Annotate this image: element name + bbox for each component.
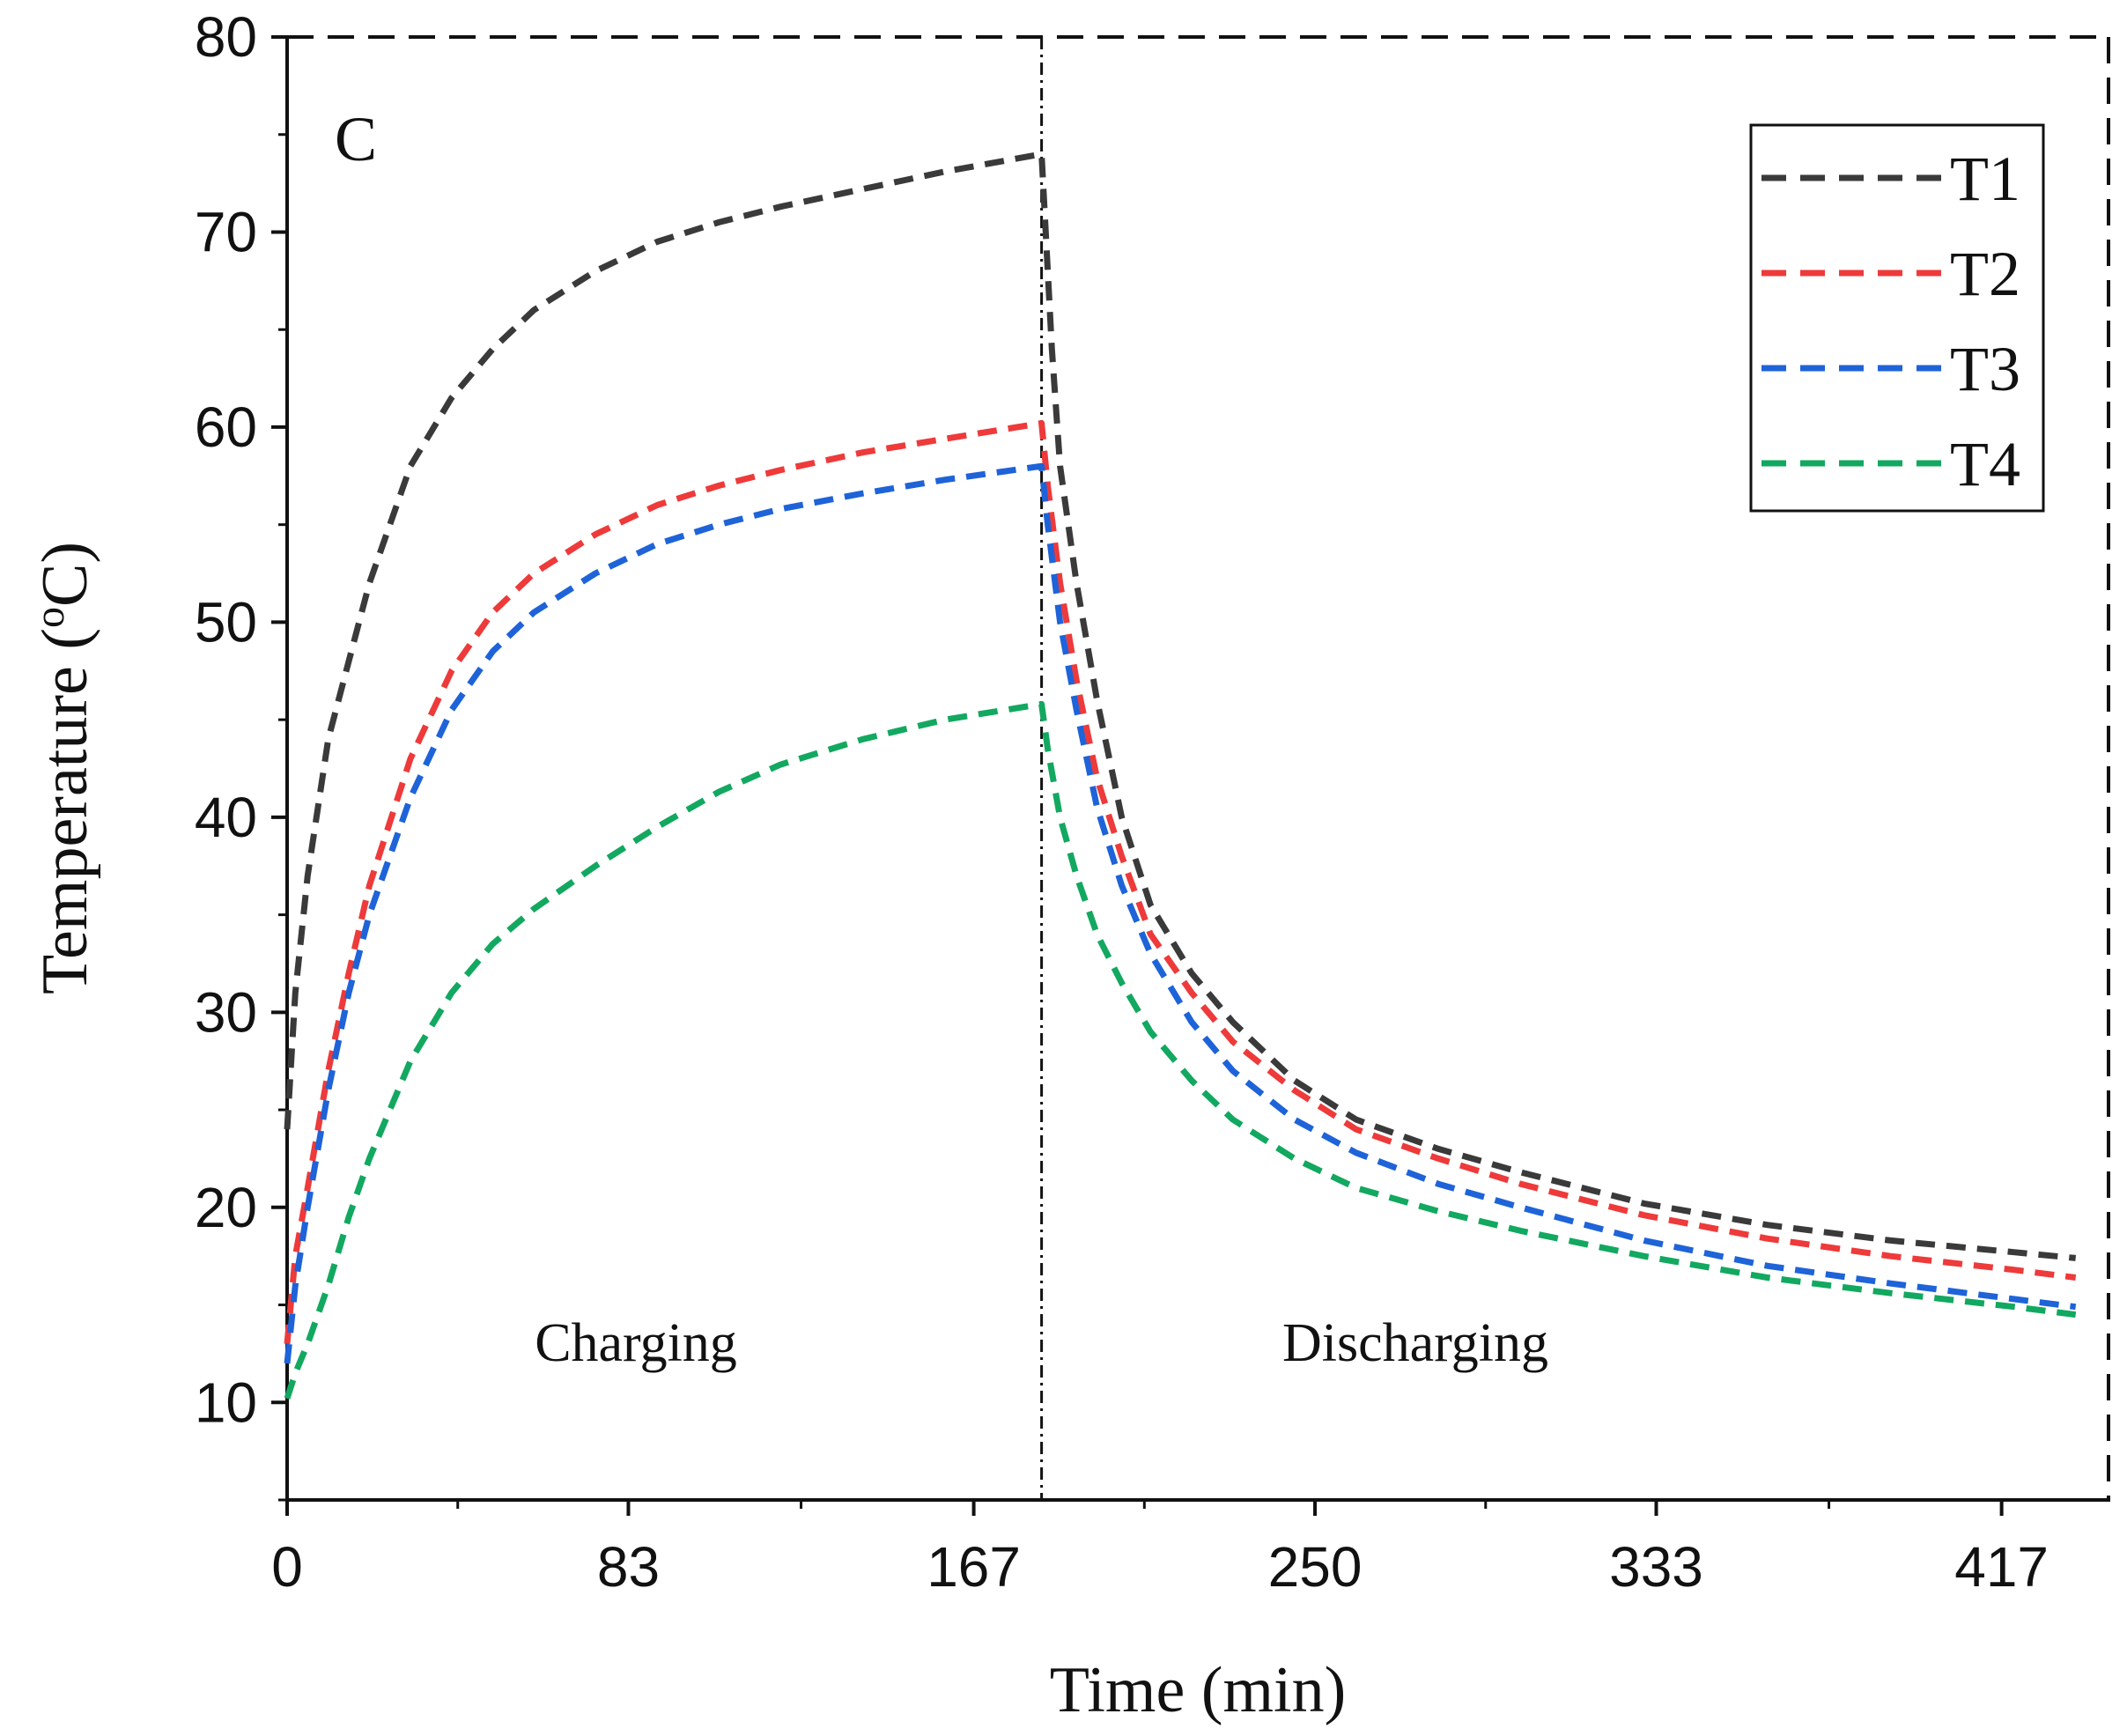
legend-label-t4: T4 <box>1950 429 2020 499</box>
y-axis-title-superscript: o <box>26 607 73 628</box>
legend-box <box>1749 123 2045 513</box>
x-axis-ticks: 0 83 167 250 333 417 <box>271 1500 2049 1599</box>
legend-label-t3: T3 <box>1950 334 2020 404</box>
legend-label-t1: T1 <box>1950 144 2020 214</box>
y-tick-label: 80 <box>195 5 257 69</box>
y-tick-label: 40 <box>195 786 257 849</box>
x-tick-label: 167 <box>927 1535 1021 1599</box>
y-tick-label: 30 <box>195 980 257 1044</box>
x-tick-label: 0 <box>271 1535 303 1599</box>
series-line-t3 <box>284 462 2077 1364</box>
series-line-t4 <box>284 700 2077 1400</box>
legend-label-t2: T2 <box>1950 239 2020 309</box>
y-tick-label: 20 <box>195 1176 257 1239</box>
discharging-label: Discharging <box>1282 1313 1548 1373</box>
series-line-t2 <box>284 420 2077 1345</box>
x-tick-label: 250 <box>1268 1535 1363 1599</box>
y-axis-ticks: 10 20 30 40 50 60 70 80 <box>195 5 287 1502</box>
y-axis-title: Temperature (oC) <box>26 542 101 994</box>
legend: T1 T2 T3 T4 <box>1749 123 2045 513</box>
series-lines <box>284 151 2077 1400</box>
y-tick-label: 60 <box>195 395 257 459</box>
x-tick-label: 333 <box>1609 1535 1703 1599</box>
x-tick-label: 417 <box>1954 1535 2049 1599</box>
x-tick-label: 83 <box>597 1535 660 1599</box>
charging-label: Charging <box>535 1313 737 1373</box>
y-axis-title-main: Temperature ( <box>29 628 101 994</box>
series-line-t1 <box>284 151 2077 1261</box>
y-tick-label: 70 <box>195 200 257 263</box>
panel-label: C <box>335 104 377 174</box>
y-tick-label: 50 <box>195 590 257 654</box>
x-axis-title: Time (min) <box>1050 1654 1346 1726</box>
y-tick-label: 10 <box>195 1370 257 1434</box>
y-axis-title-unit: C) <box>29 542 101 607</box>
